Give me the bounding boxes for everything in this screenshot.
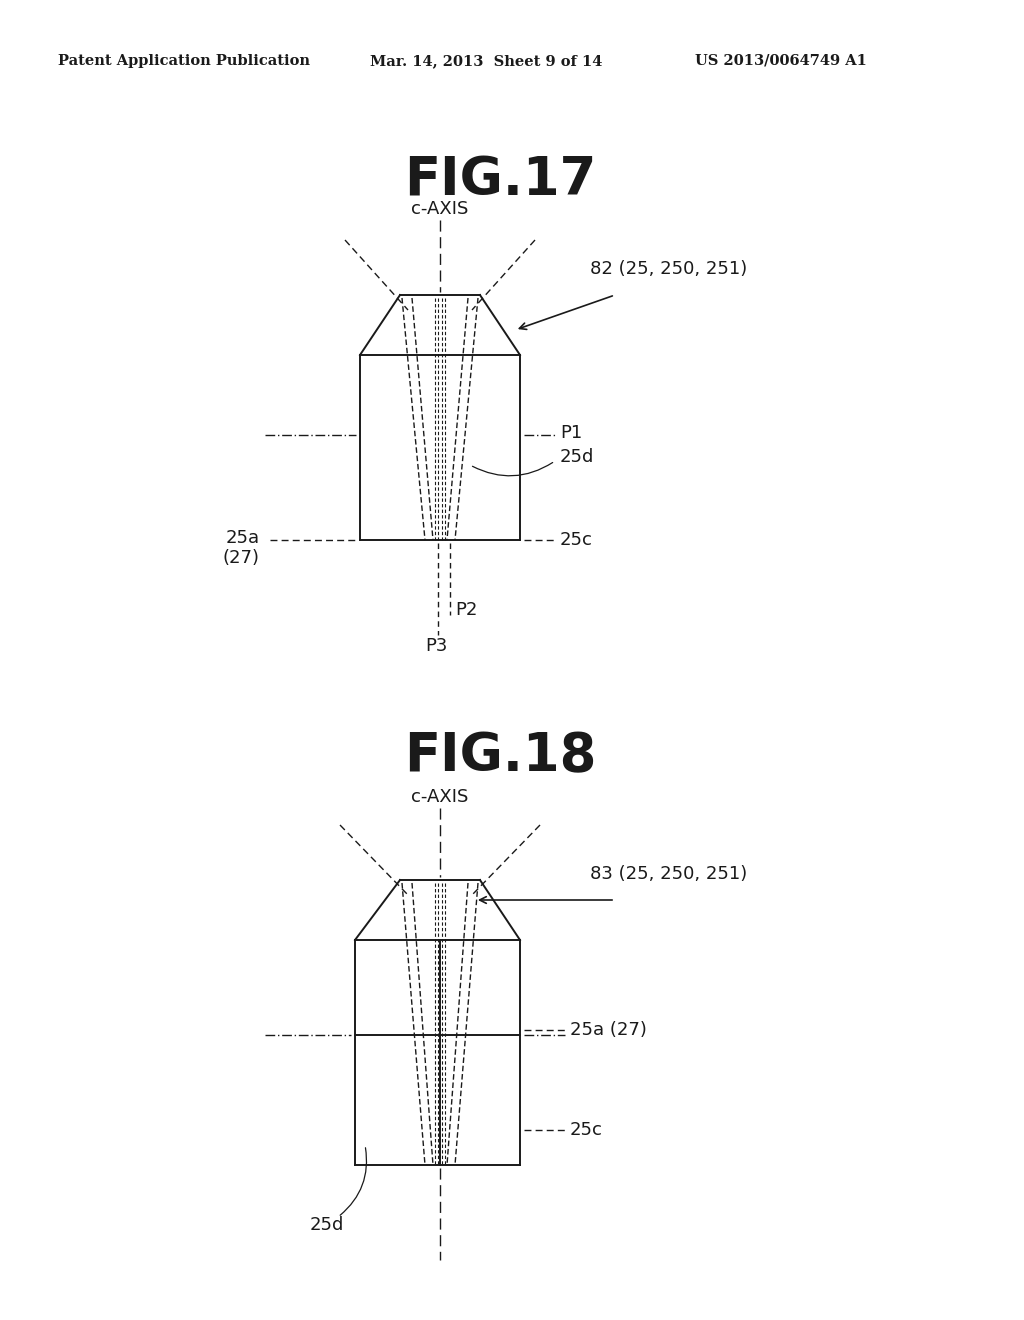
Text: c-AXIS: c-AXIS	[412, 201, 469, 218]
Text: Patent Application Publication: Patent Application Publication	[58, 54, 310, 69]
Text: US 2013/0064749 A1: US 2013/0064749 A1	[695, 54, 867, 69]
Text: FIG.17: FIG.17	[403, 154, 596, 207]
Text: P2: P2	[455, 601, 477, 619]
Text: 25d: 25d	[310, 1216, 344, 1234]
Text: P3: P3	[425, 638, 447, 655]
Text: Mar. 14, 2013  Sheet 9 of 14: Mar. 14, 2013 Sheet 9 of 14	[370, 54, 602, 69]
Text: P1: P1	[560, 424, 583, 442]
Text: 25c: 25c	[560, 531, 593, 549]
Text: c-AXIS: c-AXIS	[412, 788, 469, 807]
Text: 25a (27): 25a (27)	[570, 1020, 647, 1039]
Text: FIG.18: FIG.18	[403, 730, 596, 781]
Text: (27): (27)	[223, 549, 260, 568]
Text: 25a: 25a	[226, 529, 260, 546]
Text: 25d: 25d	[560, 447, 594, 466]
Text: 82 (25, 250, 251): 82 (25, 250, 251)	[590, 260, 748, 279]
Text: 83 (25, 250, 251): 83 (25, 250, 251)	[590, 865, 748, 883]
Text: 25c: 25c	[570, 1121, 603, 1139]
